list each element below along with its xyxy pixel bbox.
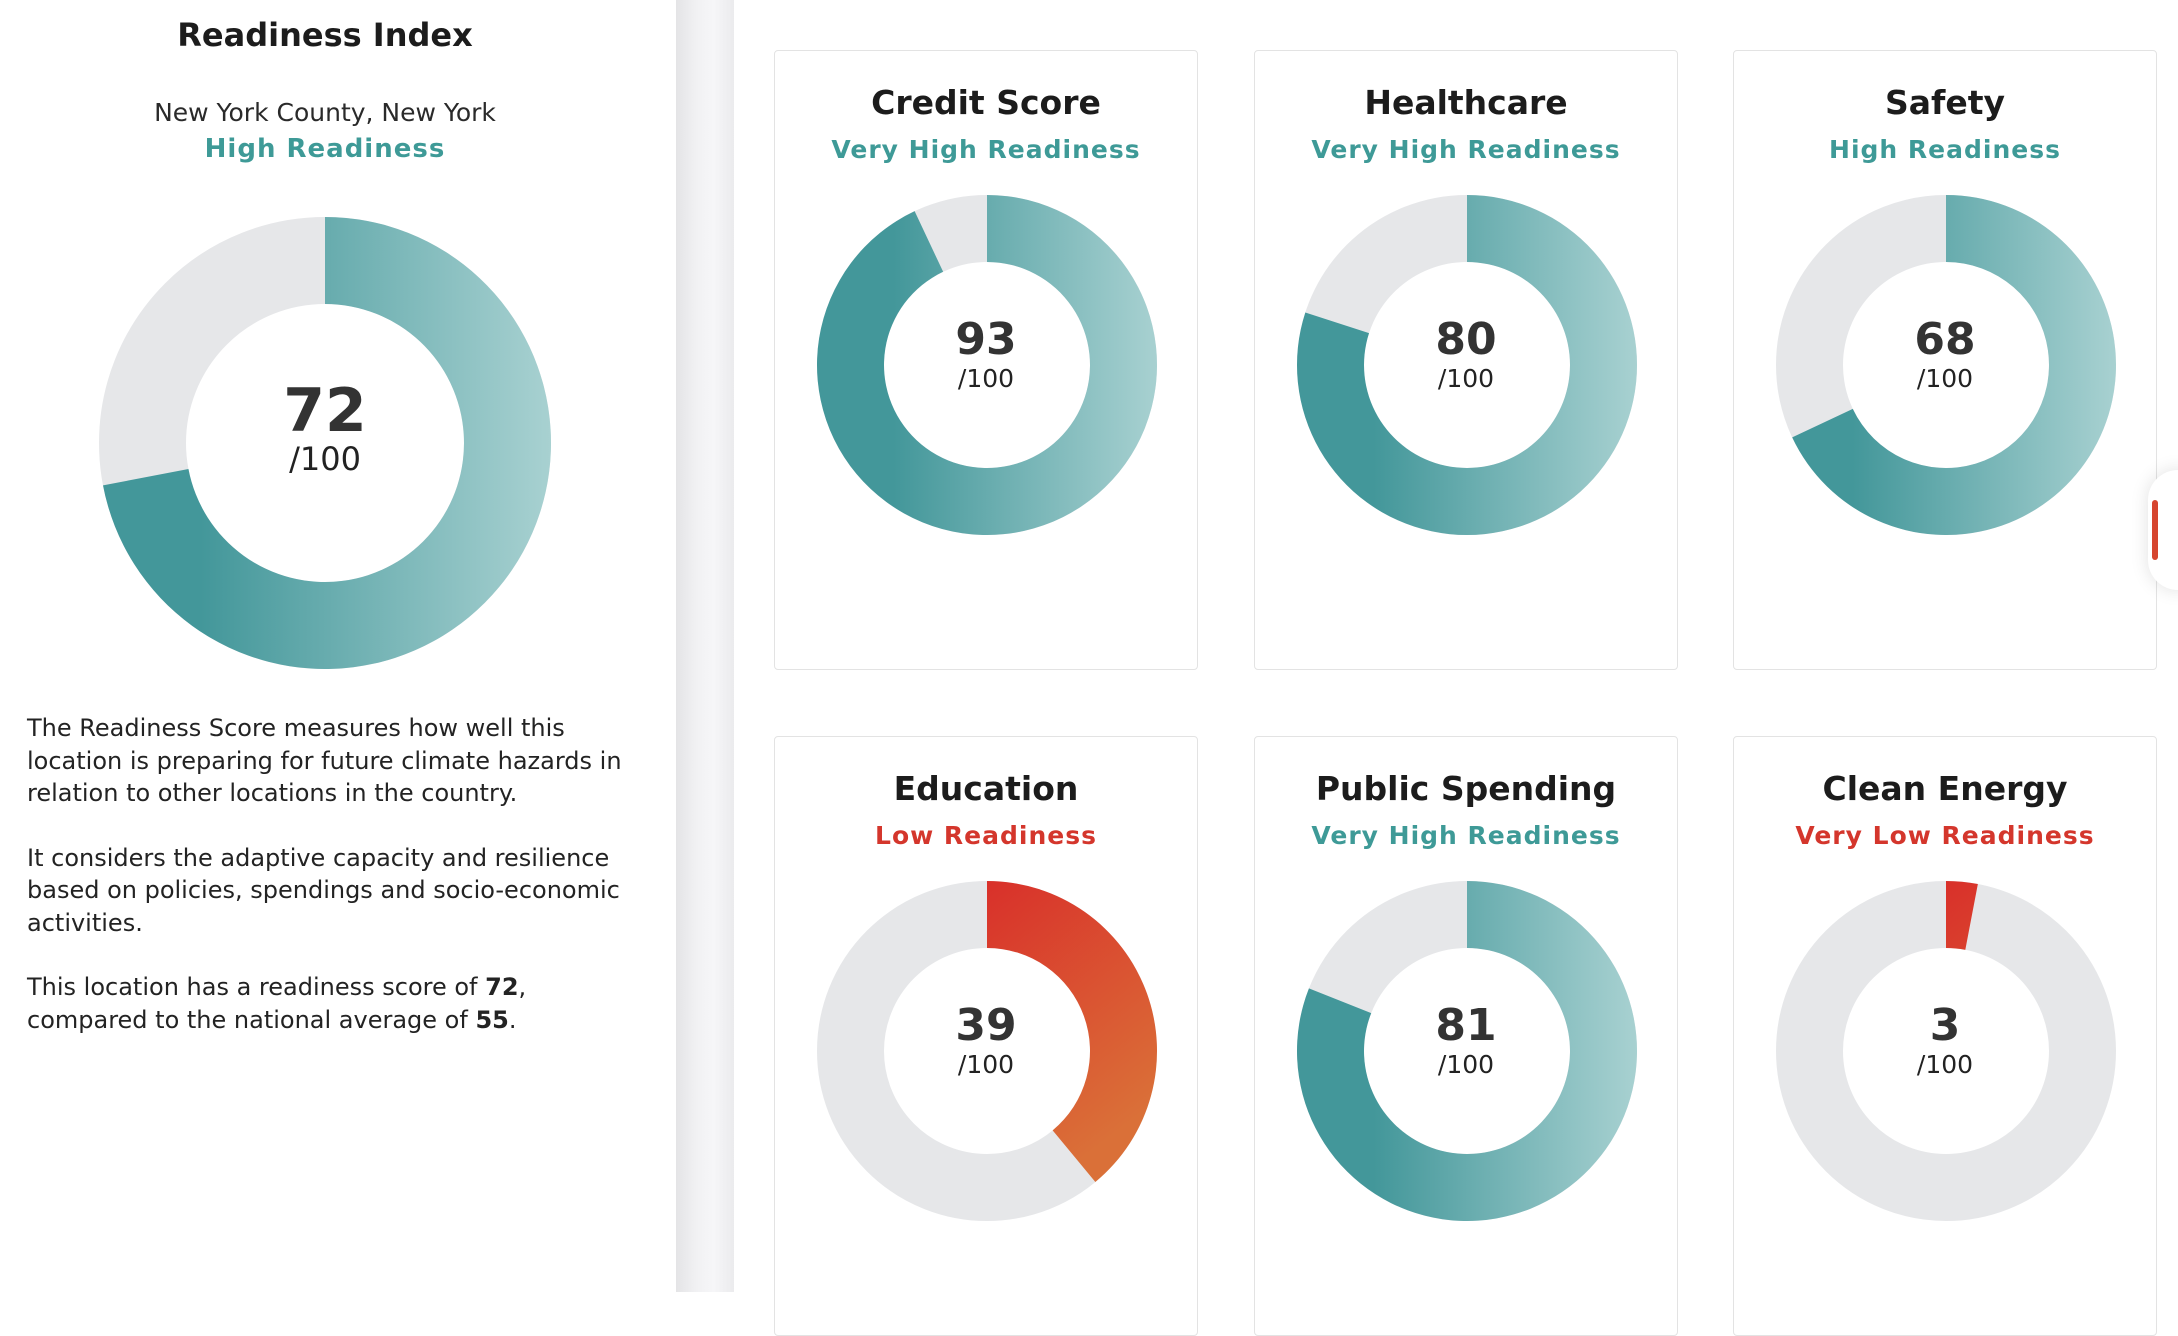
overall-score-max: /100 [289,440,361,478]
card-title: Public Spending [1315,769,1617,808]
card-readiness-level: Low Readiness [875,821,1097,850]
card-score-value: 93 [955,314,1017,365]
overall-score-value: 72 [283,376,367,446]
card-title: Healthcare [1364,83,1568,122]
card-readiness-level: Very High Readiness [1311,821,1621,850]
card-readiness-level: Very Low Readiness [1795,821,2095,850]
card-score-max: /100 [1916,364,1974,393]
card-score-value: 3 [1929,1000,1961,1051]
category-card-credit-score: Credit Score Very High Readiness 93 /100 [774,50,1198,670]
donut-value-arc [103,217,551,669]
panel-divider [676,0,734,1292]
card-score-max: /100 [1437,1050,1495,1079]
card-title: Safety [1884,83,2006,122]
donut-value-arc [817,195,1157,535]
card-title: Education [893,769,1079,808]
category-card-clean-energy: Clean Energy Very Low Readiness 3 /100 [1733,736,2157,1336]
card-readiness-level: High Readiness [1829,135,2061,164]
card-score-value: 68 [1914,314,1976,365]
card-score-max: /100 [957,1050,1015,1079]
description-paragraph-3: This location has a readiness score of 7… [27,971,647,1036]
description-paragraph-1: The Readiness Score measures how well th… [27,714,622,807]
card-score-max: /100 [957,364,1015,393]
donut-value-arc [1297,195,1637,535]
national-average: 55 [475,1005,509,1034]
donut-value-arc [1297,881,1637,1221]
card-readiness-level: Very High Readiness [831,135,1141,164]
card-title: Clean Energy [1822,769,2068,808]
overall-score-donut [99,217,551,669]
readiness-index-title: Readiness Index [177,16,473,54]
card-score-max: /100 [1437,364,1495,393]
location-name: New York County, New York [154,98,496,127]
overall-readiness-level: High Readiness [204,134,446,164]
card-score-donut [1297,881,1637,1221]
category-card-healthcare: Healthcare Very High Readiness 80 /100 [1254,50,1678,670]
description-text: This location has a readiness score of [27,973,486,1001]
category-card-public-spending: Public Spending Very High Readiness 81 /… [1254,736,1678,1336]
description-text: . [508,1005,517,1034]
card-score-donut [1776,195,2116,535]
card-score-value: 39 [955,1000,1017,1051]
card-score-donut [1297,195,1637,535]
card-readiness-level: Very High Readiness [1311,135,1621,164]
side-panel-toggle-button[interactable] [2148,470,2178,590]
card-score-max: /100 [1916,1050,1974,1079]
description-paragraph-2: It considers the adaptive capacity and r… [27,843,620,937]
donut-value-arc [1946,881,1978,950]
donut-value-arc [987,881,1157,1182]
card-score-value: 81 [1435,1000,1497,1051]
category-cards-area: Credit Score Very High Readiness 93 /100… [734,0,2178,1336]
readiness-description: The Readiness Score measures how well th… [27,712,647,1068]
category-card-education: Education Low Readiness 39 /100 [774,736,1198,1336]
description-text: , compared to the national average of [27,973,527,1034]
card-title: Credit Score [871,83,1101,122]
donut-value-arc [1792,195,2116,535]
category-card-safety: Safety High Readiness 68 /100 [1733,50,2157,670]
card-score-donut [817,195,1157,535]
readiness-summary-panel: Readiness Index New York County, New Yor… [0,0,676,1292]
card-score-donut [817,881,1157,1221]
location-score: 72 [485,973,519,1001]
card-score-value: 80 [1435,314,1497,365]
card-score-donut [1776,881,2116,1221]
